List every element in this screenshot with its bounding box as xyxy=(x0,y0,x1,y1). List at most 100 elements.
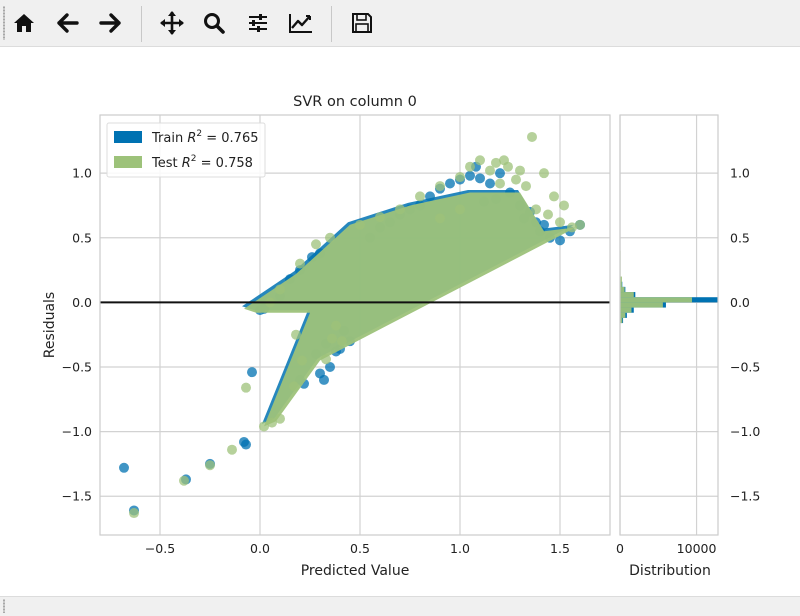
y-tick-label: 0.5 xyxy=(72,230,92,245)
test-point xyxy=(521,181,531,192)
test-point xyxy=(129,508,139,519)
arrow-left-icon xyxy=(57,13,79,33)
train-point xyxy=(465,170,475,181)
dist-y-tick-label: −0.5 xyxy=(730,360,760,375)
distribution-plot[interactable]: 0 10000 −1.5 −1.0 −0.5 0.0 0.5 1.0 Distribution xyxy=(616,114,760,579)
status-bar xyxy=(0,596,800,616)
y-axis-label: Residuals xyxy=(42,292,58,358)
test-point xyxy=(291,329,301,340)
train-point xyxy=(319,374,329,385)
edit-axes-button[interactable] xyxy=(282,4,320,42)
test-point xyxy=(555,217,565,228)
chart-title: SVR on column 0 xyxy=(293,94,417,110)
test-point xyxy=(567,222,577,233)
dist-y-tick-label: −1.0 xyxy=(730,424,760,439)
magnifier-icon xyxy=(204,13,225,34)
test-point xyxy=(375,212,385,223)
test-point xyxy=(311,239,321,250)
legend-swatch-test xyxy=(114,156,142,168)
legend-swatch-train xyxy=(114,131,142,143)
test-point xyxy=(227,444,237,455)
test-point xyxy=(527,131,537,142)
test-point xyxy=(455,172,465,183)
test-point xyxy=(543,209,553,220)
floppy-disk-icon xyxy=(352,13,372,33)
test-point xyxy=(559,200,569,211)
test-point xyxy=(491,157,501,168)
subplots-button[interactable] xyxy=(239,4,277,42)
dist-test-bar xyxy=(620,307,632,313)
legend-label-suffix: = 0.765 xyxy=(202,131,258,146)
x-tick-label: −0.5 xyxy=(145,541,175,556)
test-point xyxy=(435,181,445,192)
train-point xyxy=(555,235,565,246)
test-point xyxy=(475,155,485,166)
test-point xyxy=(275,413,285,424)
dist-y-tick-label: 0.5 xyxy=(730,230,750,245)
test-point xyxy=(331,320,341,331)
test-point xyxy=(435,213,445,224)
dist-test-bar xyxy=(620,297,692,303)
test-point xyxy=(267,417,277,428)
dist-x-tick-label: 10000 xyxy=(677,541,717,556)
back-button[interactable] xyxy=(49,4,87,42)
x-axis-label: Predicted Value xyxy=(301,563,410,579)
legend-superscript: 2 xyxy=(191,154,197,164)
test-point xyxy=(575,219,585,230)
dist-y-tick-label: 1.0 xyxy=(730,166,750,181)
test-point xyxy=(259,421,269,432)
residuals-plot[interactable]: −0.5 0.0 0.5 1.0 1.5 −1.5 −1.0 −0.5 0.0 0.5 1.0 SVR… xyxy=(42,94,611,579)
plot-frame xyxy=(99,114,611,536)
home-button[interactable] xyxy=(5,4,43,42)
legend-label-test: Test R2 = 0.758 xyxy=(151,154,253,171)
test-point xyxy=(275,284,285,295)
test-point xyxy=(355,219,365,230)
test-point xyxy=(205,460,215,471)
y-tick-label: −1.0 xyxy=(62,424,92,439)
status-bar-grip[interactable] xyxy=(3,599,5,613)
zoom-button[interactable] xyxy=(195,4,233,42)
dist-test-bar xyxy=(620,302,663,308)
dist-y-tick-label: 0.0 xyxy=(730,295,750,310)
legend-superscript: 2 xyxy=(196,129,202,139)
train-point xyxy=(425,191,435,202)
test-point xyxy=(503,161,513,172)
y-tick-label: 1.0 xyxy=(72,166,92,181)
x-tick-label: 0.0 xyxy=(250,541,270,556)
toolbar-separator xyxy=(141,6,142,42)
test-point xyxy=(455,204,465,215)
dist-test-bar xyxy=(620,276,622,287)
y-tick-label: −0.5 xyxy=(62,360,92,375)
pan-button[interactable] xyxy=(153,4,191,42)
test-dense-band xyxy=(244,192,576,427)
test-point xyxy=(515,165,525,176)
train-point xyxy=(445,178,455,189)
test-point xyxy=(539,168,549,179)
train-point xyxy=(247,367,257,378)
scatter-points xyxy=(119,131,585,519)
residuals-figure: −0.5 0.0 0.5 1.0 1.5 −1.5 −1.0 −0.5 0.0 0.5 1.0 SVR… xyxy=(0,47,800,596)
test-point xyxy=(289,381,299,392)
dist-test-bar xyxy=(620,286,625,293)
test-point xyxy=(179,475,189,486)
legend-label-prefix: Train xyxy=(151,131,187,146)
y-tick-label: 0.0 xyxy=(72,295,92,310)
test-point xyxy=(495,178,505,189)
dist-test-bar xyxy=(620,317,623,324)
toolbar-grip[interactable] xyxy=(3,6,5,40)
line-chart-icon xyxy=(289,14,312,33)
toolbar-separator xyxy=(331,6,332,42)
train-point xyxy=(475,173,485,184)
train-point xyxy=(241,439,251,450)
home-icon xyxy=(14,14,34,32)
train-point xyxy=(485,178,495,189)
forward-button[interactable] xyxy=(91,4,129,42)
legend-box xyxy=(106,122,266,178)
test-point xyxy=(549,191,559,202)
test-point xyxy=(241,382,251,393)
dist-frame xyxy=(619,114,719,536)
save-button[interactable] xyxy=(343,4,381,42)
test-point xyxy=(325,232,335,243)
arrow-right-icon xyxy=(99,13,121,33)
